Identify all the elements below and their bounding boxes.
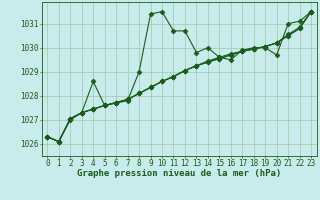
X-axis label: Graphe pression niveau de la mer (hPa): Graphe pression niveau de la mer (hPa) bbox=[77, 169, 281, 178]
